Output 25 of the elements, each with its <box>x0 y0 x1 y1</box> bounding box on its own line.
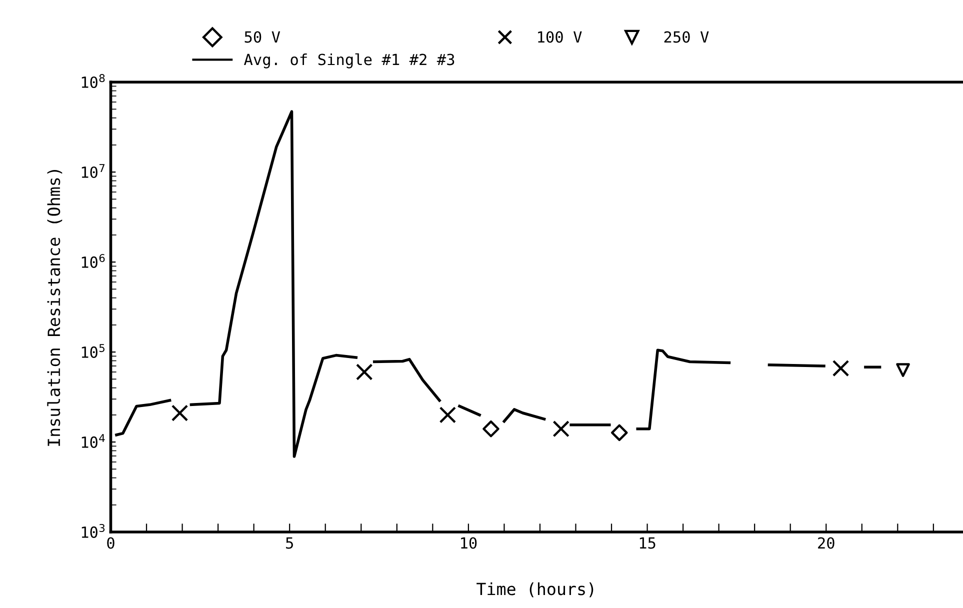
point <box>832 360 850 377</box>
x-tick-label: 20 <box>818 537 834 549</box>
point <box>896 363 910 378</box>
x-tick-label: 10 <box>461 537 477 549</box>
legend-label: 50 V <box>244 31 280 43</box>
point <box>610 424 628 442</box>
legend-label: 250 V <box>664 31 709 43</box>
point <box>356 364 373 380</box>
y-tick-label: 10$^{4}$ <box>82 434 105 448</box>
point <box>171 404 188 422</box>
x-axis-title: Time (hours) <box>476 582 594 598</box>
y-axis-title: Insulation Resistance (Ohms) <box>47 170 62 446</box>
y-tick-label: 10$^{5}$ <box>82 344 104 358</box>
y-tick-label: 10$^{8}$ <box>82 74 105 88</box>
x-tick-label: 0 <box>107 537 114 549</box>
x-tick-label: 5 <box>286 537 293 549</box>
y-tick-label: 10$^{6}$ <box>82 254 105 268</box>
point <box>552 420 570 438</box>
point <box>439 406 456 424</box>
x-tick-label: 15 <box>640 537 656 549</box>
legend-label: 100 V <box>538 31 582 43</box>
y-tick-label: 10$^{3}$ <box>82 524 105 538</box>
point <box>482 420 500 438</box>
legend-label: Avg. of Single #1 #2 #3 <box>244 53 454 68</box>
y-tick-label: 10$^{7}$ <box>82 164 104 178</box>
